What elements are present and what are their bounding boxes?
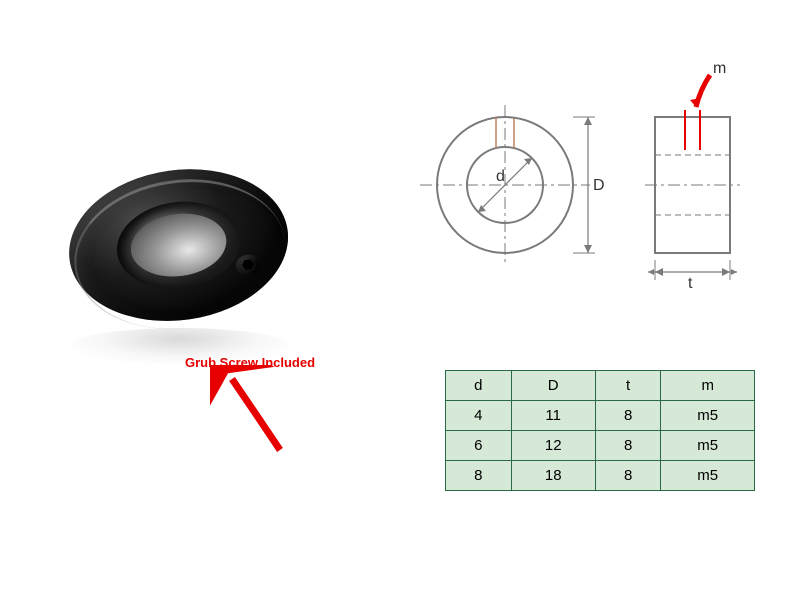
- table-body: 4 11 8 m5 6 12 8 m5 8 18 8 m5: [446, 401, 755, 491]
- cell: 12: [511, 431, 595, 461]
- spec-table: d D t m 4 11 8 m5 6 12 8 m5 8 18 8: [445, 370, 755, 491]
- cell: 6: [446, 431, 512, 461]
- cell: 11: [511, 401, 595, 431]
- shaft-collar: [59, 156, 301, 355]
- label-m: m: [713, 60, 726, 77]
- cell: 8: [446, 461, 512, 491]
- diagram-svg: d D: [410, 55, 770, 315]
- cell: 8: [595, 461, 661, 491]
- cell: 8: [595, 431, 661, 461]
- cell: m5: [661, 461, 755, 491]
- callout-label: Grub Screw Included: [185, 355, 315, 370]
- cell: m5: [661, 401, 755, 431]
- col-D: D: [511, 371, 595, 401]
- label-d: d: [496, 168, 505, 185]
- front-view: d D: [420, 105, 605, 265]
- col-m: m: [661, 371, 755, 401]
- side-view: m t: [645, 60, 740, 292]
- table-row: 8 18 8 m5: [446, 461, 755, 491]
- cell: m5: [661, 431, 755, 461]
- page-container: Grub Screw Included d: [0, 0, 800, 600]
- col-d: d: [446, 371, 512, 401]
- label-t: t: [688, 275, 693, 292]
- label-D: D: [593, 177, 605, 194]
- col-t: t: [595, 371, 661, 401]
- cell: 4: [446, 401, 512, 431]
- table-header: d D t m: [446, 371, 755, 401]
- table-header-row: d D t m: [446, 371, 755, 401]
- table-row: 4 11 8 m5: [446, 401, 755, 431]
- callout-arrow: [210, 365, 310, 455]
- cell: 18: [511, 461, 595, 491]
- table-row: 6 12 8 m5: [446, 431, 755, 461]
- technical-diagram: d D: [410, 55, 770, 315]
- product-image: [40, 140, 360, 420]
- cell: 8: [595, 401, 661, 431]
